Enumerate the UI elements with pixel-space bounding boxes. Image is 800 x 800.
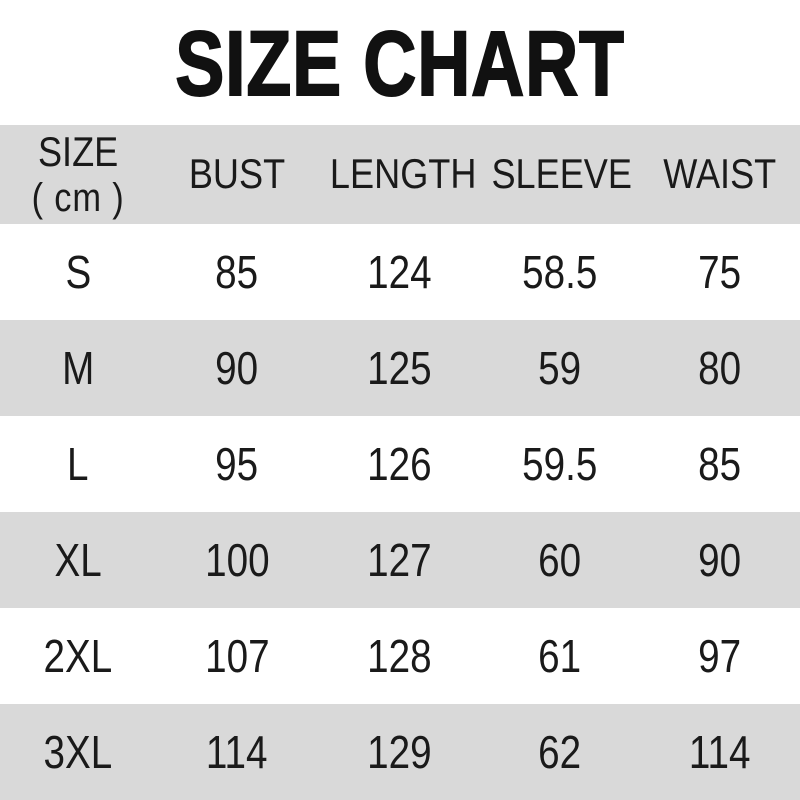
cell-length: 126 bbox=[318, 416, 480, 512]
cell-waist: 97 bbox=[640, 608, 800, 704]
cell-waist: 85 bbox=[640, 416, 800, 512]
cell-size: M bbox=[0, 320, 156, 416]
table-row: 2XL 107 128 61 97 bbox=[0, 608, 800, 704]
cell-sleeve-value: 59.5 bbox=[522, 438, 598, 490]
cell-sleeve-value: 60 bbox=[538, 534, 582, 586]
cell-waist-value: 90 bbox=[698, 534, 742, 586]
column-header-sleeve-label: SLEEVE bbox=[491, 150, 632, 198]
cell-length-value: 128 bbox=[366, 630, 432, 682]
cell-bust: 85 bbox=[156, 224, 318, 320]
column-header-length-label: LENGTH bbox=[329, 150, 477, 198]
cell-sleeve: 58.5 bbox=[480, 224, 640, 320]
cell-bust: 107 bbox=[156, 608, 318, 704]
cell-bust: 100 bbox=[156, 512, 318, 608]
cell-length-value: 126 bbox=[366, 438, 432, 490]
table-row: L 95 126 59.5 85 bbox=[0, 416, 800, 512]
cell-length-value: 124 bbox=[366, 246, 432, 298]
column-header-size-label: SIZE bbox=[37, 128, 119, 176]
cell-waist: 80 bbox=[640, 320, 800, 416]
cell-bust: 90 bbox=[156, 320, 318, 416]
cell-sleeve: 59 bbox=[480, 320, 640, 416]
table-header-row: SIZE ( cm ) BUST LENGTH SLEEVE WAIST bbox=[0, 125, 800, 224]
cell-sleeve-value: 62 bbox=[538, 726, 582, 778]
cell-sleeve: 61 bbox=[480, 608, 640, 704]
cell-waist-value: 97 bbox=[698, 630, 742, 682]
page-title: SIZE CHART bbox=[174, 13, 625, 115]
cell-size-value: XL bbox=[54, 534, 102, 586]
table-row: XL 100 127 60 90 bbox=[0, 512, 800, 608]
cell-size-value: L bbox=[67, 438, 89, 490]
cell-waist-value: 85 bbox=[698, 438, 742, 490]
column-header-waist-label: WAIST bbox=[663, 150, 777, 198]
column-header-waist: WAIST bbox=[640, 125, 800, 224]
cell-size: XL bbox=[0, 512, 156, 608]
cell-length-value: 127 bbox=[366, 534, 432, 586]
cell-length: 125 bbox=[318, 320, 480, 416]
cell-bust-value: 95 bbox=[215, 438, 259, 490]
cell-waist: 75 bbox=[640, 224, 800, 320]
cell-waist: 90 bbox=[640, 512, 800, 608]
column-header-size: SIZE ( cm ) bbox=[0, 125, 156, 224]
column-header-size-unit: ( cm ) bbox=[31, 175, 125, 220]
cell-bust-value: 90 bbox=[215, 342, 259, 394]
cell-length: 128 bbox=[318, 608, 480, 704]
cell-bust: 114 bbox=[156, 704, 318, 800]
cell-length: 127 bbox=[318, 512, 480, 608]
cell-size-value: 2XL bbox=[43, 630, 113, 682]
cell-waist-value: 114 bbox=[689, 726, 751, 778]
cell-bust: 95 bbox=[156, 416, 318, 512]
cell-bust-value: 107 bbox=[204, 630, 270, 682]
cell-length-value: 125 bbox=[366, 342, 432, 394]
column-header-bust-label: BUST bbox=[188, 150, 286, 198]
cell-sleeve-value: 59 bbox=[538, 342, 582, 394]
cell-waist-value: 80 bbox=[698, 342, 742, 394]
cell-size-value: 3XL bbox=[43, 726, 113, 778]
cell-sleeve: 60 bbox=[480, 512, 640, 608]
cell-length: 129 bbox=[318, 704, 480, 800]
size-chart-table: SIZE ( cm ) BUST LENGTH SLEEVE WAIST bbox=[0, 125, 800, 800]
cell-sleeve-value: 61 bbox=[538, 630, 582, 682]
cell-bust-value: 114 bbox=[206, 726, 268, 778]
cell-bust-value: 100 bbox=[204, 534, 270, 586]
cell-sleeve: 62 bbox=[480, 704, 640, 800]
cell-size: 2XL bbox=[0, 608, 156, 704]
cell-size-value: M bbox=[61, 342, 95, 394]
column-header-sleeve: SLEEVE bbox=[480, 125, 640, 224]
column-header-bust: BUST bbox=[156, 125, 318, 224]
cell-waist: 114 bbox=[640, 704, 800, 800]
cell-bust-value: 85 bbox=[215, 246, 259, 298]
column-header-length: LENGTH bbox=[318, 125, 480, 224]
cell-size: S bbox=[0, 224, 156, 320]
table-row: 3XL 114 129 62 114 bbox=[0, 704, 800, 800]
cell-length-value: 129 bbox=[366, 726, 432, 778]
cell-sleeve: 59.5 bbox=[480, 416, 640, 512]
cell-length: 124 bbox=[318, 224, 480, 320]
table-row: S 85 124 58.5 75 bbox=[0, 224, 800, 320]
cell-size: 3XL bbox=[0, 704, 156, 800]
cell-size: L bbox=[0, 416, 156, 512]
cell-waist-value: 75 bbox=[698, 246, 742, 298]
table-row: M 90 125 59 80 bbox=[0, 320, 800, 416]
cell-sleeve-value: 58.5 bbox=[522, 246, 598, 298]
cell-size-value: S bbox=[65, 246, 91, 298]
